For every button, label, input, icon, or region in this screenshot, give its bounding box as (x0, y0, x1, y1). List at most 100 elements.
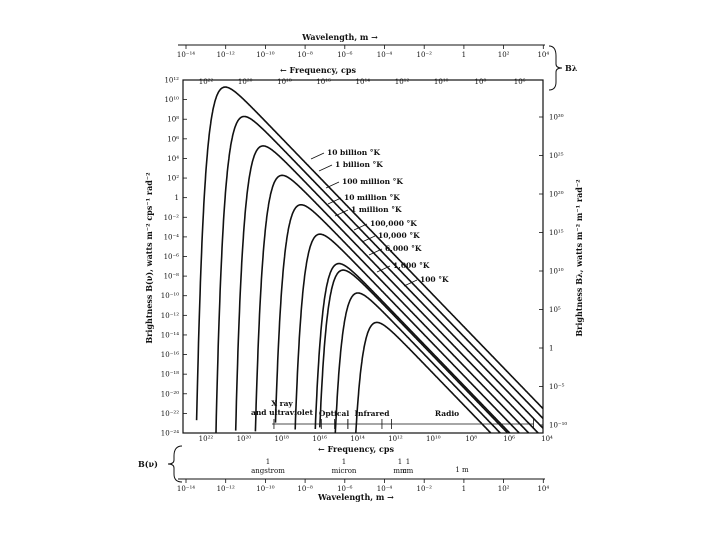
series-label-6: 100,000 °K (370, 219, 417, 228)
left-tick-label: 10⁻² (164, 214, 180, 222)
region-label: Radio (435, 409, 459, 418)
series-line-2 (215, 115, 544, 433)
series-leader-2 (318, 164, 333, 172)
bottom-wavelength-label: Wavelength, m → (317, 492, 394, 502)
right-tick-label: 1 (549, 345, 553, 353)
left-tick-label: 10⁻¹⁰ (161, 292, 179, 300)
bottom-wavelength-ticks: 10⁻¹⁴ 10⁻¹² 10⁻¹⁰ 10⁻⁸ 10⁻⁶ 10⁻⁴ 10⁻² 1 10² 10⁴ (177, 479, 549, 493)
bottom-wavelength-tick-label: 10⁴ (537, 485, 549, 493)
right-axis-ticks: 10³⁰ 10²⁵ 10²⁰ 10¹⁵ 10¹⁰ 10⁵ 1 10⁻⁵ 10⁻¹⁰ (539, 114, 567, 430)
bottom-frequency-ticks: 10²² 10²⁰ 10¹⁸ 10¹⁶ 10¹⁴ 10¹² 10¹⁰ 10⁸ 10⁶ 10⁴ (199, 435, 553, 443)
top-frequency-label: ← Frequency, cps (280, 65, 356, 75)
top-wavelength-tick-label: 10⁻⁶ (337, 51, 353, 59)
bottom-frequency-tick-label: 10¹⁴ (350, 435, 365, 443)
left-tick-label: 10⁻¹⁸ (161, 371, 179, 379)
top-wavelength-tick-label: 10⁻² (416, 51, 432, 59)
left-tick-label: 1 (175, 194, 179, 202)
unit-marker-name: micron (332, 467, 357, 475)
series-label-8: 6,000 °K (385, 244, 422, 253)
right-axis-label: Brightness Bλ, watts m⁻² m⁻¹ rad⁻² (574, 179, 584, 337)
series-label-4: 10 million °K (344, 193, 400, 202)
series-line-10 (355, 321, 492, 434)
left-tick-label: 10⁻¹² (161, 312, 179, 320)
right-tick-label: 10³⁰ (549, 114, 564, 122)
top-frequency-tick-label: 10¹⁰ (434, 78, 449, 86)
series-leader-9 (376, 265, 391, 273)
top-frequency-tick-label: 10¹⁶ (316, 78, 331, 86)
bottom-frequency-tick-label: 10²² (199, 435, 214, 443)
series-label-3: 100 million °K (342, 177, 403, 186)
top-wavelength-tick-label: 10⁻¹⁰ (256, 51, 274, 59)
series-label-5: 1 million °K (351, 205, 402, 214)
bottom-wavelength-tick-label: 10⁻⁴ (377, 485, 393, 493)
bottom-wavelength-tick-label: 10⁻¹⁴ (177, 485, 195, 493)
series-leader-7 (361, 235, 376, 243)
left-tick-label: 10⁻²⁰ (161, 390, 179, 398)
region-label: X ray (271, 399, 293, 408)
series-line-3 (234, 145, 544, 431)
top-wavelength-tick-label: 10⁻¹⁴ (177, 51, 195, 59)
right-tick-label: 10²⁰ (549, 191, 564, 199)
series-leader-8 (368, 248, 383, 256)
top-frequency-tick-label: 10²⁰ (238, 78, 253, 86)
region-label: Infrared (355, 409, 391, 418)
unit-marker-value: 1 (266, 458, 270, 466)
series-label-1: 10 billion °K (327, 148, 381, 157)
curve-labels: 10 billion °K 1 billion °K 100 million °K 1… (310, 148, 449, 287)
unit-marker-name: mm (393, 467, 407, 475)
curves (195, 86, 544, 434)
left-tick-label: 10⁸ (167, 116, 179, 124)
right-tick-label: 10⁵ (549, 306, 561, 314)
left-axis-label: Brightness B(ν), watts m⁻² cps⁻¹ rad⁻² (144, 172, 154, 344)
right-tick-label: 10¹⁵ (549, 229, 564, 237)
bottom-wavelength-tick-label: 10⁻¹² (217, 485, 235, 493)
series-leader-1 (310, 152, 325, 160)
bottom-frequency-label: ← Frequency, cps (318, 444, 394, 454)
unit-marker-value: 1 (406, 458, 410, 466)
top-wavelength-label: Wavelength, m → (301, 32, 378, 42)
unit-marker-value: 1 (398, 458, 402, 466)
bottom-wavelength-tick-label: 10⁻⁸ (297, 485, 313, 493)
right-tick-label: 10⁻¹⁰ (549, 422, 567, 430)
series-leader-5 (334, 209, 349, 217)
bottom-frequency-tick-label: 10¹⁸ (274, 435, 289, 443)
bottom-wavelength-tick-label: 1 (462, 485, 466, 493)
left-tick-label: 10⁻¹⁴ (161, 331, 179, 339)
right-tick-label: 10²⁵ (549, 152, 564, 160)
bottom-bracket (167, 445, 183, 483)
top-frequency-tick-label: 10¹² (395, 78, 410, 86)
bottom-frequency-tick-label: 10¹⁶ (312, 435, 327, 443)
series-line-6 (294, 233, 520, 434)
top-wavelength-tick-label: 10⁻⁸ (297, 51, 313, 59)
series-line-9 (334, 292, 501, 434)
left-tick-label: 10⁴ (167, 155, 179, 163)
series-line-5 (274, 204, 530, 434)
left-tick-label: 10⁻²² (161, 410, 179, 418)
top-wavelength-tick-label: 10² (498, 51, 510, 59)
left-axis-ticks: 10¹² 10¹⁰ 10⁸ 10⁶ 10⁴ 10² 1 10⁻² 10⁻⁴ 10⁻⁶ 10⁻⁸ 10⁻… (161, 77, 187, 438)
region-label: and ultraviolet (251, 408, 314, 417)
top-wavelength-ticks: 10⁻¹⁴ 10⁻¹² 10⁻¹⁰ 10⁻⁸ 10⁻⁶ 10⁻⁴ 10⁻² 1 10² 10⁴ (177, 45, 549, 59)
bottom-frequency-tick-label: 10¹⁰ (426, 435, 441, 443)
bottom-axes: 10²² 10²⁰ 10¹⁸ 10¹⁶ 10¹⁴ 10¹² 10¹⁰ 10⁸ 10⁶ 10⁴ ← … (138, 435, 553, 502)
unit-marker-name: 1 m (455, 466, 469, 474)
top-wavelength-tick-label: 1 (462, 51, 466, 59)
series-line-7 (314, 262, 511, 434)
left-tick-label: 10¹⁰ (164, 96, 179, 104)
series-label-2: 1 billion °K (335, 160, 383, 169)
top-wavelength-tick-label: 10⁴ (537, 51, 549, 59)
top-frequency-tick-label: 10⁶ (514, 78, 526, 86)
series-label-7: 10,000 °K (378, 231, 420, 240)
top-wavelength-tick-label: 10⁻⁴ (377, 51, 393, 59)
left-tick-label: 10⁻¹⁶ (161, 351, 179, 359)
series-leader-6 (353, 223, 368, 231)
unit-marker-name: cm (403, 467, 414, 475)
top-wavelength-tick-label: 10⁻¹² (217, 51, 235, 59)
bottom-wavelength-tick-label: 10⁻⁶ (337, 485, 353, 493)
series-label-10: 100 °K (420, 275, 449, 284)
right-tick-label: 10⁻⁵ (549, 383, 565, 391)
top-axes: Wavelength, m → 10⁻¹⁴ 10⁻¹² 10⁻¹⁰ 10⁻⁸ 10⁻⁶ 1… (177, 32, 578, 91)
unit-marker-name: angstrom (251, 467, 285, 475)
